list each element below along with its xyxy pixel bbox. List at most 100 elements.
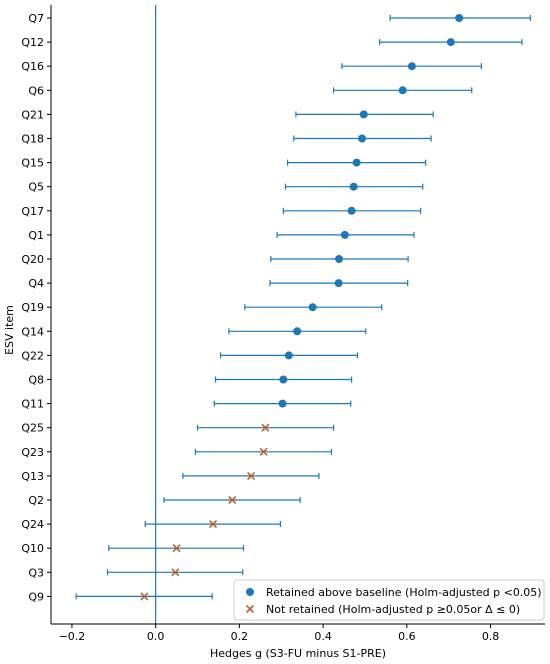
y-tick-label: Q16 [21,60,44,73]
point-marker [278,399,287,408]
item-q24 [144,520,282,529]
item-q19 [244,303,383,312]
item-q22 [219,351,359,360]
item-q20 [270,255,409,263]
y-tick-label: Q6 [28,84,44,97]
item-q21 [295,110,434,119]
x-marker [172,544,181,553]
x-marker-stroke [208,520,218,529]
y-tick-label: Q12 [21,36,44,49]
y-axis: Q7 Q12 Q16 Q6 Q21 Q18 Q15 Q5 Q17 Q1 Q20 Q4 Q19 Q14 Q22… [21,5,52,624]
point-marker [284,351,293,360]
point-marker [352,158,361,167]
x-marker [261,423,270,432]
x-marker-stroke [228,495,237,505]
y-tick-label: Q9 [28,590,44,603]
y-tick-label: Q4 [28,277,44,290]
x-marker-stroke [261,423,270,432]
item-q18 [293,134,432,143]
y-tick-label: Q19 [21,301,44,314]
item-q13 [182,471,320,480]
y-tick-label: Q11 [21,398,44,411]
item-q12 [379,38,523,47]
x-marker-stroke [259,447,268,456]
legend-marker-not-retained [245,604,255,614]
y-tick-label: Q18 [21,133,44,146]
y-tick-label: Q22 [21,349,44,362]
y-tick-label: Q10 [21,542,44,555]
x-marker-stroke [247,471,256,480]
item-q25 [196,423,335,432]
y-tick-label: Q13 [21,470,44,483]
legend-label-not-retained: Not retained (Holm-adjusted p ≥0.05or Δ … [266,603,520,616]
point-marker [455,14,464,22]
point-marker [347,206,356,215]
y-tick-label: Q1 [28,229,44,242]
item-q17 [282,206,422,215]
y-tick-label: Q15 [21,157,44,170]
x-marker-stroke [171,568,180,577]
item-q11 [213,399,352,408]
x-tick-label: 0.8 [482,630,500,643]
y-tick-label: Q7 [28,12,44,25]
x-marker-stroke [172,544,181,553]
point-marker [358,134,367,143]
y-tick-label: Q8 [28,374,44,387]
y-tick-label: Q25 [21,422,44,435]
y-tick-label: Q2 [28,494,44,507]
point-marker [349,182,358,191]
x-marker [208,520,218,529]
point-marker [334,279,343,288]
x-marker [259,447,268,456]
y-tick-label: Q20 [21,253,44,266]
x-tick-label: 0.4 [314,630,332,643]
item-q5 [284,182,424,191]
point-marker [407,62,416,71]
item-q10 [108,544,245,553]
y-tick-label: Q24 [21,518,44,531]
x-tick-label: 0.6 [398,630,416,643]
x-marker-stroke [140,592,149,601]
x-marker [228,495,237,505]
item-q8 [214,375,353,384]
item-q7 [389,14,531,22]
x-axis: −0.2 0.0 0.2 0.4 0.6 0.8 [51,623,545,643]
y-axis-title: ESV item [3,305,16,355]
point-marker [293,327,302,336]
y-tick-label: Q17 [21,205,44,218]
point-marker [279,375,288,384]
point-marker [359,110,368,119]
item-q16 [341,62,482,71]
y-tick-label: Q5 [28,181,44,194]
x-axis-title: Hedges g (S3-FU minus S1-PRE) [210,647,386,660]
item-q2 [163,495,301,505]
legend-marker-retained [246,588,254,596]
item-q1 [276,230,415,239]
y-tick-label: Q21 [21,108,44,121]
point-marker [308,303,317,312]
point-marker [340,230,349,239]
legend-box [233,579,545,621]
item-q3 [106,568,244,577]
x-tick-label: −0.2 [59,630,86,643]
point-marker [398,86,407,95]
plot-area [75,5,531,624]
item-q9 [75,592,213,601]
x-tick-label: 0.2 [231,630,249,643]
legend: Retained above baseline (Holm-adjusted p… [233,579,545,621]
item-q15 [286,158,427,167]
point-marker [335,255,344,263]
x-marker [171,568,180,577]
item-q14 [228,327,367,336]
y-tick-label: Q3 [28,566,44,579]
legend-label-retained: Retained above baseline (Holm-adjusted p… [266,586,542,599]
y-tick-label: Q23 [21,446,44,459]
item-q6 [332,86,473,95]
x-marker [247,471,256,480]
point-marker [446,38,455,47]
y-tick-label: Q14 [21,325,44,338]
item-q23 [194,447,333,456]
x-tick-label: 0.0 [147,630,165,643]
x-marker [140,592,149,601]
